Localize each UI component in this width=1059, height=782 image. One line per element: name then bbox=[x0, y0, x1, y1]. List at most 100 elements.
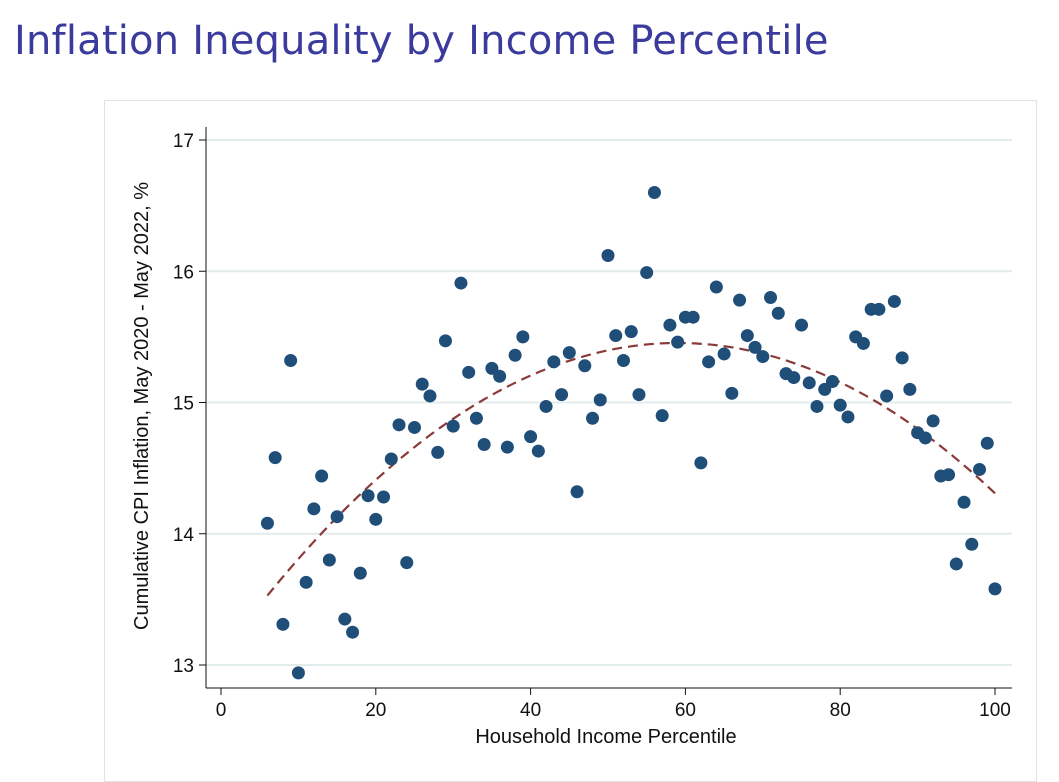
data-point bbox=[307, 502, 321, 516]
data-point bbox=[717, 347, 731, 361]
data-point bbox=[361, 489, 375, 503]
data-point bbox=[431, 445, 445, 459]
data-point bbox=[709, 280, 723, 294]
data-point bbox=[980, 436, 994, 450]
data-point bbox=[462, 365, 476, 379]
y-tick-label-16: 16 bbox=[173, 262, 194, 283]
data-point bbox=[965, 537, 979, 551]
data-point bbox=[609, 329, 623, 343]
y-tick-label-15: 15 bbox=[173, 394, 194, 415]
data-point bbox=[810, 399, 824, 413]
data-point bbox=[973, 462, 987, 476]
data-point bbox=[926, 414, 940, 428]
fit-line-group bbox=[266, 341, 996, 597]
data-point bbox=[260, 516, 274, 530]
data-point bbox=[516, 330, 530, 344]
data-point bbox=[299, 575, 313, 589]
data-point bbox=[740, 329, 754, 343]
data-point bbox=[833, 398, 847, 412]
x-tick-label-0: 0 bbox=[216, 700, 227, 721]
x-tick-label-40: 40 bbox=[520, 700, 541, 721]
data-point bbox=[500, 440, 514, 454]
data-point bbox=[408, 420, 421, 434]
chart-panel bbox=[104, 100, 1037, 782]
data-point bbox=[469, 411, 483, 425]
data-point bbox=[392, 418, 406, 432]
data-point bbox=[632, 388, 646, 402]
data-point bbox=[764, 291, 778, 304]
data-point bbox=[353, 566, 367, 580]
data-point bbox=[400, 556, 414, 570]
x-tick-label-60: 60 bbox=[675, 700, 696, 721]
data-point bbox=[787, 371, 801, 385]
data-point bbox=[493, 369, 507, 383]
data-point bbox=[377, 490, 391, 504]
data-point bbox=[640, 266, 654, 280]
page-title: Inflation Inequality by Income Percentil… bbox=[14, 18, 829, 64]
data-point bbox=[415, 377, 429, 391]
y-tick-label-13: 13 bbox=[173, 656, 194, 677]
data-point bbox=[454, 276, 468, 290]
data-point bbox=[508, 348, 522, 362]
y-tick-label-17: 17 bbox=[173, 131, 194, 152]
y-axis-title: Cumulative CPI Inflation, May 2020 - May… bbox=[131, 182, 153, 630]
fit-line bbox=[266, 341, 996, 597]
data-point bbox=[671, 335, 685, 349]
data-point bbox=[756, 350, 770, 364]
data-point bbox=[918, 431, 932, 445]
data-point bbox=[593, 393, 607, 407]
data-point bbox=[477, 438, 491, 451]
y-tick-label-14: 14 bbox=[173, 525, 195, 546]
data-point bbox=[988, 582, 1002, 596]
data-point bbox=[446, 419, 460, 433]
data-point bbox=[841, 410, 855, 424]
x-axis-title: Household Income Percentile bbox=[475, 726, 736, 748]
data-point bbox=[291, 666, 305, 680]
data-point bbox=[539, 399, 553, 413]
data-point bbox=[748, 340, 762, 354]
data-point bbox=[663, 318, 677, 332]
gridlines bbox=[206, 139, 1012, 666]
data-point bbox=[338, 612, 352, 626]
data-point bbox=[795, 318, 808, 332]
data-point bbox=[547, 355, 561, 369]
data-point bbox=[856, 336, 870, 350]
data-point bbox=[903, 382, 917, 396]
x-tick-label-80: 80 bbox=[830, 700, 851, 721]
data-point bbox=[702, 355, 716, 369]
data-point bbox=[369, 512, 383, 526]
data-point bbox=[284, 354, 298, 367]
data-point bbox=[655, 409, 669, 423]
data-point bbox=[725, 386, 739, 400]
data-point bbox=[825, 375, 839, 388]
data-point bbox=[555, 388, 569, 402]
data-point bbox=[384, 452, 398, 466]
data-point bbox=[942, 468, 956, 482]
data-point bbox=[957, 495, 971, 509]
data-point bbox=[322, 553, 336, 567]
data-point bbox=[880, 389, 894, 403]
data-point bbox=[268, 451, 282, 465]
data-point bbox=[733, 293, 747, 307]
data-point bbox=[276, 617, 290, 631]
data-point bbox=[330, 510, 344, 524]
data-point bbox=[616, 354, 630, 367]
data-point bbox=[570, 485, 584, 499]
data-point bbox=[524, 430, 538, 444]
data-point bbox=[562, 346, 576, 360]
x-tick-label-100: 100 bbox=[979, 700, 1011, 721]
data-point bbox=[771, 306, 785, 320]
data-point bbox=[887, 294, 901, 308]
data-point bbox=[802, 376, 816, 390]
data-point bbox=[346, 625, 360, 639]
data-point bbox=[686, 310, 700, 324]
x-tick-label-20: 20 bbox=[365, 700, 386, 721]
data-point bbox=[601, 249, 615, 262]
data-points bbox=[260, 186, 1002, 680]
data-point bbox=[949, 557, 963, 571]
data-point bbox=[531, 444, 545, 458]
data-point bbox=[423, 389, 437, 403]
data-point bbox=[872, 302, 886, 316]
data-point bbox=[438, 334, 452, 348]
